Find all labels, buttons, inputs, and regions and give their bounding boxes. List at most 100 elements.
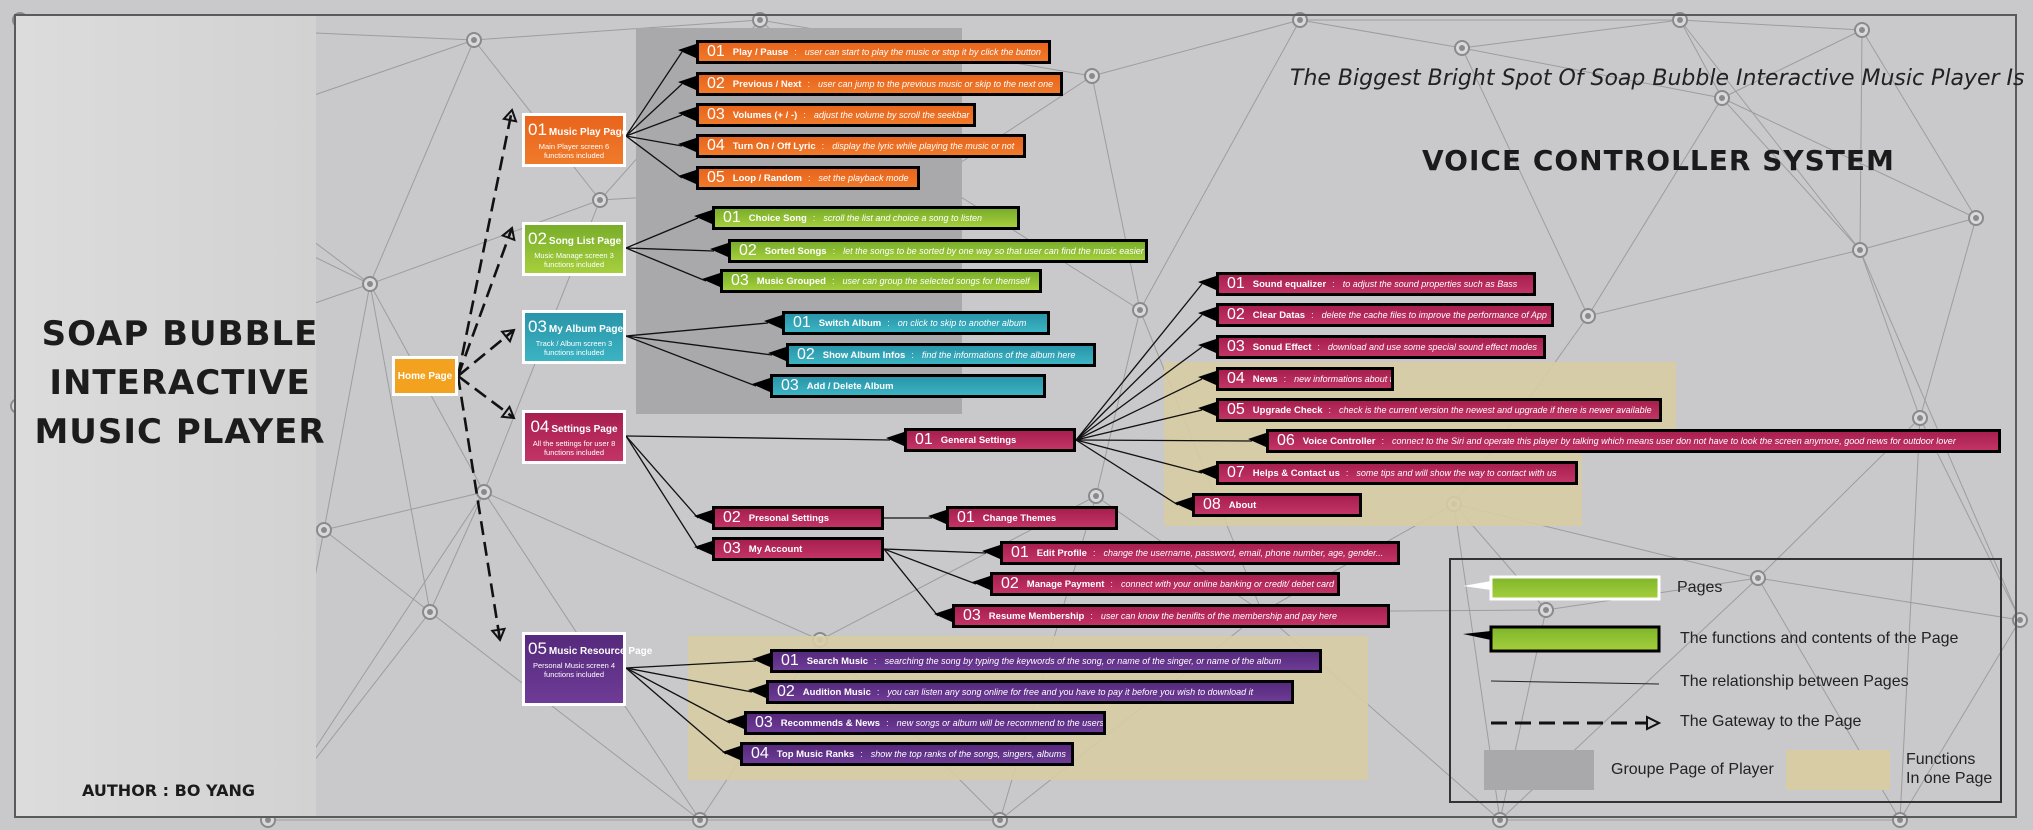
- relationship-line: [625, 667, 727, 755]
- function-title: Audition Music: [802, 686, 871, 698]
- function-separator: :: [831, 276, 835, 286]
- network-node-core: [1677, 17, 1683, 23]
- page-title: Song List Page: [548, 236, 622, 247]
- bar-pointer: [1174, 497, 1192, 511]
- relationship-line: [625, 135, 683, 179]
- function-bar: 01 Edit Profile: change the username, pass…: [1000, 541, 1400, 565]
- function-bar: 02 Clear Datas: delete the cache files to …: [1216, 303, 1554, 327]
- network-line: [1919, 217, 1977, 419]
- network-node-core: [597, 197, 603, 203]
- network-node-core: [321, 527, 327, 533]
- function-title: Turn On / Off Lyric: [732, 140, 816, 152]
- bar-pointer: [678, 76, 696, 90]
- bar-pointer: [694, 510, 712, 524]
- relationship-line: [883, 548, 939, 617]
- function-description: scroll the list and choice a song to lis…: [823, 213, 982, 223]
- network-line: [1091, 19, 1301, 77]
- legend-swatches: [1463, 575, 1890, 790]
- function-number: 02: [777, 683, 795, 700]
- legend-group-label: Groupe Page of Player: [1611, 761, 1774, 778]
- network-node-core: [265, 817, 271, 823]
- network-line: [1587, 249, 1861, 317]
- relationship-line: [625, 51, 683, 137]
- function-title: Switch Album: [818, 317, 882, 329]
- function-separator: :: [821, 141, 825, 151]
- page-title: Settings Page: [551, 424, 618, 435]
- function-title: News: [1252, 373, 1278, 385]
- function-separator: :: [794, 47, 797, 57]
- relationship-line: [625, 667, 731, 724]
- function-description: show the top ranks of the songs, singers…: [870, 749, 1066, 759]
- function-number: 01: [793, 314, 811, 331]
- function-title: Recommends & News: [780, 717, 881, 729]
- function-description: user can know the benifits of the member…: [1100, 611, 1338, 621]
- network-line: [369, 283, 431, 613]
- function-separator: :: [1317, 342, 1320, 352]
- function-bar: 03 Volumes (+ / -): adjust the volume by s…: [696, 103, 976, 127]
- function-title: My Account: [748, 543, 803, 555]
- bar-pointer: [972, 576, 990, 590]
- title-line: INTERACTIVE: [49, 363, 311, 403]
- function-number: 02: [1001, 575, 1019, 592]
- function-title: Manage Payment: [1026, 578, 1105, 590]
- function-description: set the playback mode: [818, 173, 909, 183]
- function-separator: :: [1332, 279, 1335, 289]
- gateway-line: [457, 374, 515, 420]
- relationship-line: [1075, 283, 1203, 441]
- network-line: [1091, 75, 1141, 311]
- function-bar: 02 Audition Music: you can listen any song…: [766, 680, 1294, 704]
- gateway-arrowhead: [500, 328, 516, 344]
- function-title: Top Music Ranks: [776, 748, 855, 760]
- function-number: 01: [957, 509, 975, 526]
- network-line: [323, 283, 371, 531]
- page-title: Music Play Page: [548, 127, 628, 138]
- function-description: delete the cache files to improve the pe…: [1321, 310, 1547, 320]
- function-number: 04: [751, 745, 769, 762]
- function-title: Edit Profile: [1036, 547, 1087, 559]
- function-separator: :: [1345, 468, 1349, 478]
- relationship-line: [625, 322, 769, 337]
- relationship-line: [883, 548, 977, 585]
- bar-pointer: [678, 107, 696, 121]
- function-bar: 01 General Settings: [904, 428, 1076, 452]
- function-description: adjust the volume by scroll the seekbar: [813, 110, 970, 120]
- relationship-line: [625, 435, 699, 550]
- legend: Pages The functions and contents of the …: [1449, 558, 2002, 803]
- function-number: 03: [723, 540, 741, 557]
- function-bar: 01 Choice Song: scroll the list and choice…: [712, 206, 1020, 230]
- function-separator: :: [874, 656, 877, 666]
- relationship-line: [625, 135, 683, 147]
- function-bar: 03 Resume Membership: user can know the be…: [952, 604, 1390, 628]
- function-description: change the username, password, email, ph…: [1103, 548, 1384, 558]
- function-description: download and use some special sound effe…: [1327, 342, 1538, 352]
- function-separator: :: [1311, 310, 1314, 320]
- function-separator: :: [876, 687, 880, 697]
- page-node-5: 05 Music Resource Page Personal Music scre…: [522, 632, 652, 706]
- network-node-core: [1857, 247, 1863, 253]
- relationship-line: [1075, 346, 1203, 441]
- relationship-line: [625, 435, 699, 519]
- function-number: 05: [707, 169, 725, 186]
- relationship-line: [1075, 439, 1179, 506]
- bar-pointer: [678, 44, 696, 58]
- gateway-line: [456, 109, 514, 377]
- gateway-arrowhead: [500, 226, 516, 242]
- bar-pointer: [1198, 276, 1216, 290]
- bar-pointer: [1198, 307, 1216, 321]
- relationship-line: [1075, 439, 1203, 474]
- bar-pointer: [1198, 402, 1216, 416]
- function-bar: 02 Presonal Settings: [712, 506, 884, 530]
- function-bar: 03 Sonud Effect: download and use some spe…: [1216, 335, 1546, 359]
- network-line: [1859, 29, 1863, 251]
- page-subtitle: All the settings for user 8 functions in…: [532, 439, 616, 457]
- function-title: Music Grouped: [756, 275, 826, 287]
- function-title: Change Themes: [982, 512, 1057, 524]
- function-title: Play / Pause: [732, 46, 789, 58]
- network-line: [1679, 19, 1723, 99]
- relationship-line: [625, 247, 715, 252]
- bar-pointer: [722, 746, 740, 760]
- network-node-core: [1719, 95, 1725, 101]
- gateway-line: [457, 328, 515, 378]
- page-number: 04: [530, 417, 550, 436]
